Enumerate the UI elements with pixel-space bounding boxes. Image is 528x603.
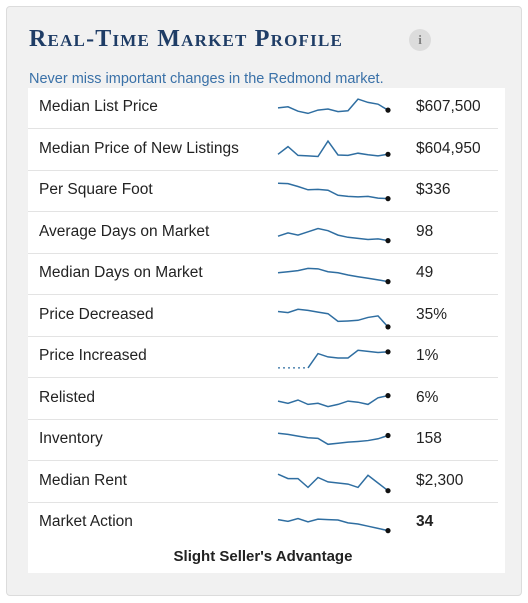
metric-value: 98 xyxy=(416,222,434,240)
metric-value: $336 xyxy=(416,181,451,198)
metric-value: 35% xyxy=(416,305,448,323)
sparkline-line xyxy=(277,308,389,327)
sparkline-endpoint xyxy=(385,323,391,329)
trend-sparkline xyxy=(277,308,391,329)
trend-sparkline xyxy=(277,139,391,157)
metric-row: Median Price of New Listings $604,950 xyxy=(28,130,498,171)
metric-row: Market Action 34 xyxy=(28,503,498,544)
sparkline-endpoint xyxy=(385,528,391,534)
trend-sparkline xyxy=(277,517,391,534)
sparkline-line xyxy=(307,349,389,369)
trend-sparkline xyxy=(277,182,391,202)
metric-label: Market Action xyxy=(39,513,133,530)
sparkline-line xyxy=(277,432,389,446)
sparkline-endpoint xyxy=(385,196,391,202)
market-profile-widget: Real-Time Market Profile i Never miss im… xyxy=(6,6,522,596)
metric-label: Price Increased xyxy=(39,347,147,364)
trend-sparkline xyxy=(277,473,391,493)
metric-row: Average Days on Market 98 xyxy=(28,213,498,254)
sparkline-endpoint xyxy=(385,432,391,439)
metric-label: Median Price of New Listings xyxy=(39,139,239,157)
trend-sparkline xyxy=(277,392,391,407)
metric-label: Average Days on Market xyxy=(39,222,210,240)
metric-label: Median List Price xyxy=(39,98,158,115)
trend-sparkline xyxy=(278,349,391,369)
sparkline-endpoint xyxy=(385,392,391,398)
sparkline-line xyxy=(277,394,389,407)
metric-row: Price Decreased 35% xyxy=(28,296,498,337)
metrics-panel: Median List Price $607,500 Median Price of… xyxy=(28,88,505,573)
metric-value: 34 xyxy=(416,513,434,530)
trend-sparkline xyxy=(277,227,391,243)
trend-sparkline xyxy=(277,267,391,285)
metric-row: Price Increased 1% xyxy=(28,337,498,378)
metric-row: Inventory 158 xyxy=(28,420,498,461)
metric-value: 1% xyxy=(416,347,439,364)
metric-value: $2,300 xyxy=(416,471,464,489)
sparkline-line xyxy=(277,182,389,200)
widget-title: Real-Time Market Profile xyxy=(29,26,344,52)
metric-value: $607,500 xyxy=(416,98,481,115)
metric-row: Median Rent $2,300 xyxy=(28,462,498,503)
metric-row: Relisted 6% xyxy=(28,379,498,420)
trend-sparkline xyxy=(277,432,391,446)
sparkline-line xyxy=(277,267,389,283)
sparkline-line xyxy=(277,517,389,532)
sparkline-endpoint xyxy=(385,487,391,493)
sparkline-endpoint xyxy=(385,349,391,355)
metric-value: $604,950 xyxy=(416,139,481,157)
sparkline-endpoint xyxy=(385,237,391,243)
sparkline-line xyxy=(277,227,389,241)
sparkline-line xyxy=(277,473,389,491)
metric-label: Relisted xyxy=(39,388,95,406)
metric-label: Inventory xyxy=(39,430,103,447)
metric-row: Per Square Foot $336 xyxy=(28,171,498,212)
info-icon[interactable]: i xyxy=(409,29,431,51)
market-verdict: Slight Seller's Advantage xyxy=(173,548,353,565)
sparkline-endpoint xyxy=(385,107,391,113)
sparkline-line xyxy=(277,139,389,157)
metric-label: Median Rent xyxy=(39,471,127,489)
metric-label: Per Square Foot xyxy=(39,181,153,198)
widget-subtitle: Never miss important changes in the Redm… xyxy=(29,71,384,87)
sparkline-endpoint xyxy=(385,151,391,157)
metric-value: 158 xyxy=(416,430,442,447)
metric-row: Median Days on Market 49 xyxy=(28,254,498,295)
metric-label: Median Days on Market xyxy=(39,264,203,281)
metric-row: Median List Price $607,500 xyxy=(28,88,498,129)
trend-sparkline xyxy=(277,98,391,115)
sparkline-line xyxy=(277,98,389,115)
sparkline-endpoint xyxy=(385,279,391,285)
metric-value: 49 xyxy=(416,264,434,281)
metric-label: Price Decreased xyxy=(39,305,154,323)
metric-value: 6% xyxy=(416,388,439,406)
